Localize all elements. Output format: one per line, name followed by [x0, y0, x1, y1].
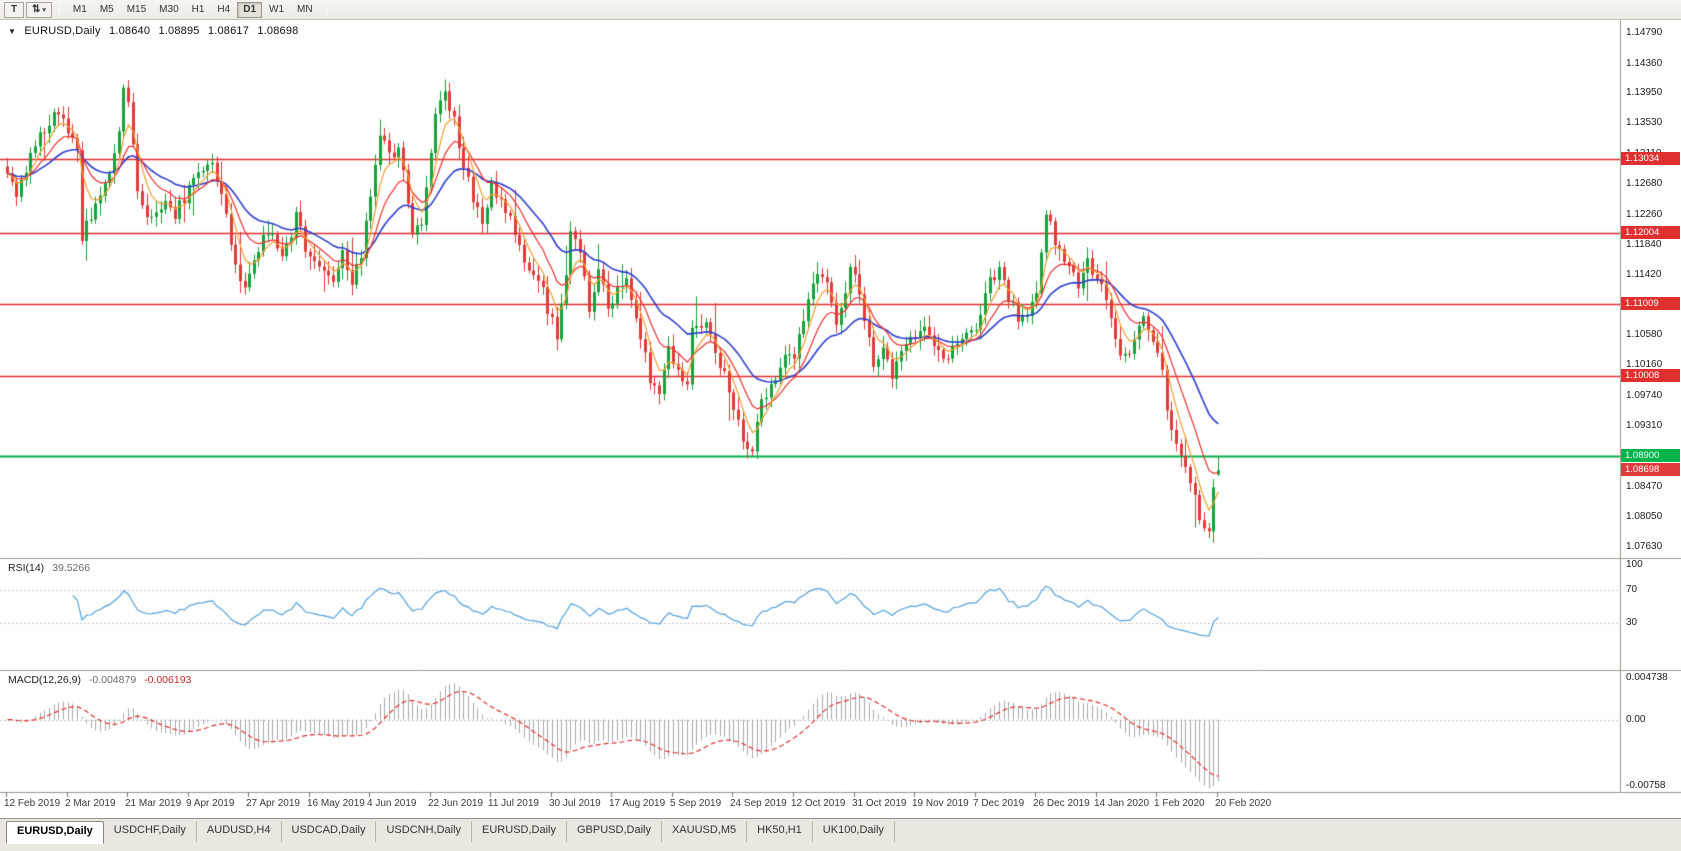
resistance-price-badge: 1.12004 — [1621, 226, 1680, 239]
price-axis-label: 1.11840 — [1626, 239, 1662, 250]
date-axis-label: 12 Feb 2019 — [4, 798, 61, 809]
date-axis-label: 14 Jan 2020 — [1094, 798, 1150, 809]
date-axis-label: 16 May 2019 — [307, 798, 365, 809]
timeframe-buttons: M1 M5 M15 M30 H1 H4 D1 W1 MN — [67, 1, 319, 18]
date-axis-label: 21 Mar 2019 — [125, 798, 182, 809]
rsi-axis-label: 100 — [1626, 559, 1643, 570]
rsi-axis-label: 70 — [1626, 584, 1638, 595]
bid-price-badge: 1.08698 — [1621, 463, 1680, 476]
date-axis-label: 26 Dec 2019 — [1033, 798, 1090, 809]
timeframe-button-w1[interactable]: W1 — [269, 4, 285, 15]
support-price-badge: 1.08900 — [1621, 449, 1680, 462]
macd-axis-label: 0.00 — [1626, 714, 1646, 725]
text-tool-icon: T — [10, 4, 18, 15]
date-axis-label: 9 Apr 2019 — [186, 798, 235, 809]
date-axis-label: 11 Jul 2019 — [488, 798, 539, 809]
toolbar: T ⇅ ▾ M1 M5 M15 M30 H1 H4 D1 W1 MN — [0, 0, 1681, 20]
text-tool-button[interactable]: T — [4, 1, 24, 18]
chart-title: ▼ EURUSD,Daily 1.08640 1.08895 1.08617 1… — [8, 25, 304, 37]
price-axis-label: 1.09740 — [1626, 390, 1663, 401]
timeframe-button-m5[interactable]: M5 — [99, 4, 114, 15]
price-axis-label: 1.12680 — [1626, 178, 1663, 189]
timeframe-button-d1[interactable]: D1 — [237, 1, 263, 18]
price-axis-label: 1.14360 — [1626, 58, 1663, 69]
chart-tab-usdcnh-daily[interactable]: USDCNH,Daily — [376, 821, 473, 842]
date-axis-label: 12 Oct 2019 — [791, 798, 846, 809]
chart-tab-usdcad-daily[interactable]: USDCAD,Daily — [282, 821, 377, 842]
price-axis-label: 1.13530 — [1626, 117, 1663, 128]
chart-tab-eurusd-daily[interactable]: EURUSD,Daily — [472, 821, 567, 842]
date-axis-label: 17 Aug 2019 — [609, 798, 666, 809]
chart-tab-bar: EURUSD,Daily USDCHF,Daily AUDUSD,H4 USDCAD,… — [0, 818, 1681, 851]
toolbar-separator — [325, 2, 327, 17]
timeframe-button-h4[interactable]: H4 — [217, 4, 231, 15]
timeframe-button-m1[interactable]: M1 — [72, 4, 87, 15]
date-axis-label: 20 Feb 2020 — [1215, 798, 1272, 809]
date-axis-label: 19 Nov 2019 — [912, 798, 969, 809]
arrows-icon: ⇅ — [32, 4, 41, 15]
date-axis-label: 22 Jun 2019 — [428, 798, 484, 809]
rsi-value: 39.5266 — [52, 562, 91, 574]
ohlc-low: 1.08617 — [207, 25, 250, 37]
timeframe-button-m15[interactable]: M15 — [126, 4, 147, 15]
price-axis-label: 1.10160 — [1626, 359, 1663, 370]
chart-tab-usdchf-daily[interactable]: USDCHF,Daily — [104, 821, 197, 842]
price-axis-label: 1.08050 — [1626, 511, 1663, 522]
macd-axis-label: 0.004738 — [1626, 672, 1668, 683]
chart-tab-hk50-h1[interactable]: HK50,H1 — [747, 821, 813, 842]
chart-tab-gbpusd-daily[interactable]: GBPUSD,Daily — [567, 821, 662, 842]
price-axis-label: 1.11420 — [1626, 269, 1662, 280]
timeframe-button-h1[interactable]: H1 — [191, 4, 205, 15]
resistance-price-badge: 1.11009 — [1621, 297, 1680, 310]
price-axis-label: 1.12260 — [1626, 209, 1663, 220]
resistance-price-badge: 1.10008 — [1621, 369, 1680, 382]
ohlc-high: 1.08895 — [158, 25, 200, 37]
date-axis-label: 24 Sep 2019 — [730, 798, 787, 809]
chart-tab-uk100-daily[interactable]: UK100,Daily — [813, 821, 895, 842]
date-axis-label: 7 Dec 2019 — [973, 798, 1025, 809]
chart-tab-audusd-h4[interactable]: AUDUSD,H4 — [197, 821, 282, 842]
date-axis-label: 30 Jul 2019 — [549, 798, 601, 809]
chart-tab-xauusd-m5[interactable]: XAUUSD,M5 — [662, 821, 748, 842]
price-axis-label: 1.14790 — [1626, 27, 1663, 38]
chart-tab-eurusd-daily[interactable]: EURUSD,Daily — [6, 821, 104, 844]
macd-axis-label: -0.00758 — [1626, 780, 1666, 791]
price-axis-label: 1.07630 — [1626, 541, 1663, 552]
date-axis-label: 5 Sep 2019 — [670, 798, 722, 809]
timeframe-button-mn[interactable]: MN — [297, 4, 313, 15]
macd-signal-value: -0.006193 — [144, 674, 192, 686]
one-click-collapse-icon[interactable]: ▼ — [8, 27, 17, 36]
date-axis-label: 31 Oct 2019 — [852, 798, 907, 809]
price-axis-label: 1.13950 — [1626, 87, 1663, 98]
resistance-price-badge: 1.13034 — [1621, 152, 1680, 165]
rsi-indicator-label: RSI(14) 39.5266 — [8, 562, 90, 574]
price-axis-label: 1.09310 — [1626, 420, 1663, 431]
price-axis-label: 1.10580 — [1626, 329, 1663, 340]
date-axis-label: 27 Apr 2019 — [246, 798, 300, 809]
chart-symbol: EURUSD,Daily — [24, 25, 101, 37]
rsi-name: RSI(14) — [8, 562, 45, 574]
dropdown-caret-icon: ▾ — [42, 6, 46, 14]
ohlc-open: 1.08640 — [109, 25, 151, 37]
macd-indicator-label: MACD(12,26,9) -0.004879 -0.006193 — [8, 674, 191, 686]
date-axis-label: 4 Jun 2019 — [367, 798, 417, 809]
timeframe-button-m30[interactable]: M30 — [159, 4, 179, 15]
rsi-axis-label: 30 — [1626, 617, 1638, 628]
price-axis-label: 1.08470 — [1626, 481, 1663, 492]
macd-name: MACD(12,26,9) — [8, 674, 81, 686]
cursor-tool-button[interactable]: ⇅ ▾ — [26, 1, 52, 18]
date-axis-label: 1 Feb 2020 — [1154, 798, 1205, 809]
macd-main-value: -0.004879 — [88, 674, 137, 686]
toolbar-separator — [58, 2, 60, 17]
ohlc-close: 1.08698 — [257, 25, 299, 37]
date-axis-label: 2 Mar 2019 — [65, 798, 116, 809]
